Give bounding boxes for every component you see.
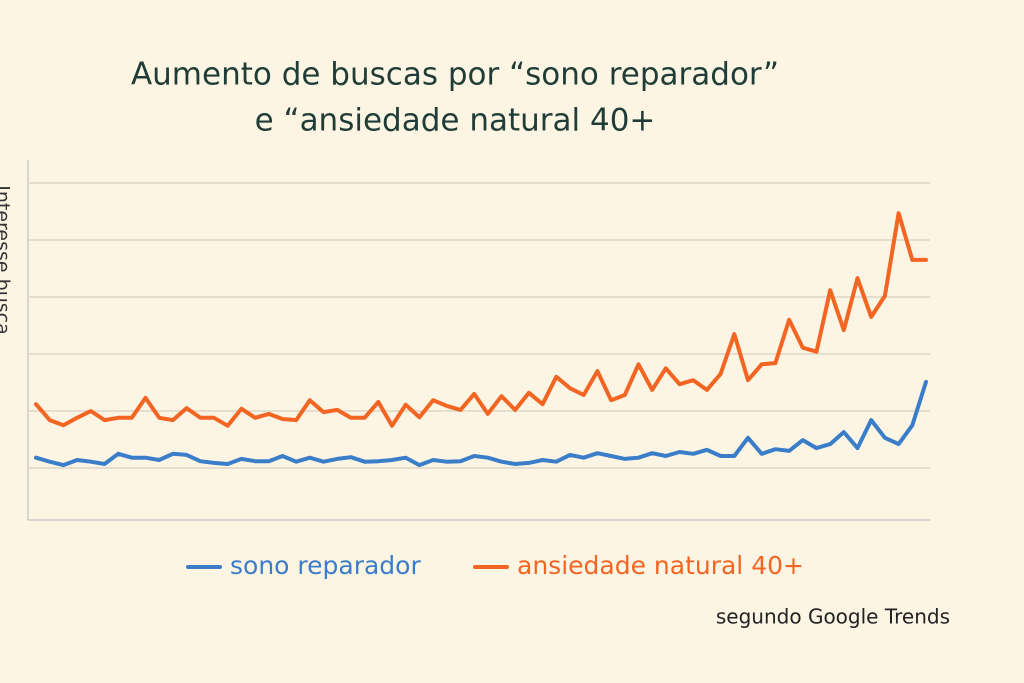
legend-label: sono reparador (230, 551, 421, 580)
y-axis-label: Interesse busca (0, 185, 14, 335)
chart-title: e “ansiedade natural 40+ (255, 103, 656, 139)
source-note: segundo Google Trends (716, 605, 950, 629)
line-series (34, 379, 928, 468)
chart-title: Aumento de buscas por “sono reparador” (131, 57, 779, 93)
line-series (34, 211, 928, 428)
legend-label: ansiedade natural 40+ (517, 551, 804, 580)
